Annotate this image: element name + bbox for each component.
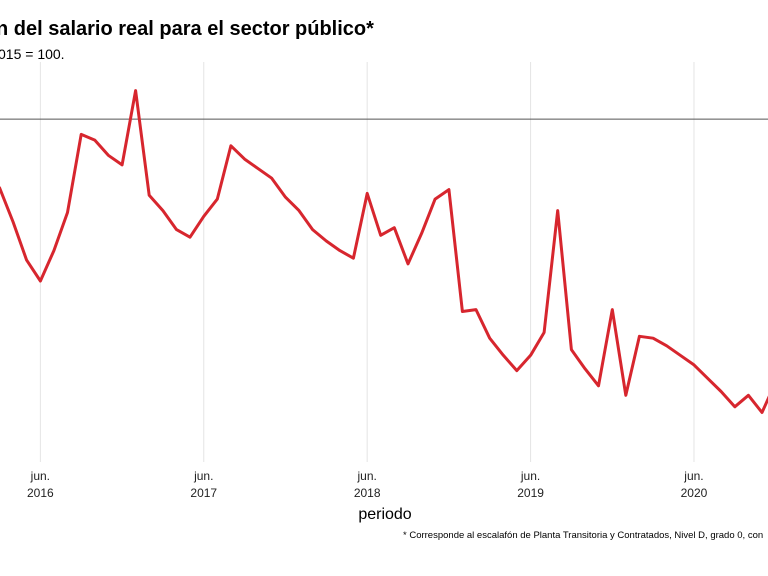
grid-lines	[39, 62, 695, 462]
chart-subtitle: 015 = 100.	[0, 46, 65, 62]
x-axis-label: periodo	[358, 506, 412, 523]
chart-title: n del salario real para el sector públic…	[0, 18, 374, 40]
x-tick-label: jun. 2020	[681, 469, 708, 500]
chart-caption: * Corresponde al escalafón de Planta Tra…	[403, 530, 764, 541]
x-axis-ticks: jun. 2016 jun. 2017 jun. 2018 jun. 2019 jun. 2020	[27, 469, 708, 500]
x-tick-label: jun. 2019	[517, 469, 544, 500]
x-tick-label: jun. 2018	[354, 469, 381, 500]
series-line	[0, 89, 768, 414]
x-tick-label: jun. 2016	[27, 469, 54, 500]
x-tick-label: jun. 2017	[190, 469, 217, 500]
